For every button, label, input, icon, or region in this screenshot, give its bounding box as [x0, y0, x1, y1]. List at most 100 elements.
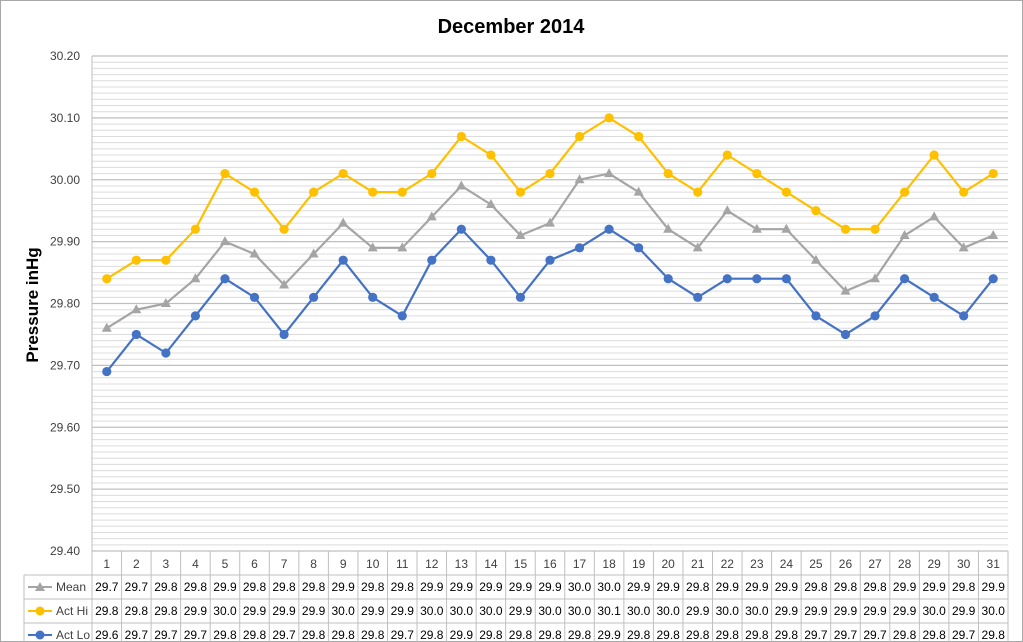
data-point — [160, 298, 171, 307]
data-point — [309, 187, 319, 197]
table-cell: 29.9 — [331, 580, 355, 594]
series-line — [106, 172, 994, 330]
table-cell: 29.8 — [686, 628, 710, 642]
table-cell: 29.9 — [450, 628, 474, 642]
data-point — [988, 229, 999, 239]
table-cell: 29.8 — [479, 628, 503, 642]
data-point — [633, 186, 644, 196]
x-tick-label: 13 — [455, 557, 469, 571]
x-tick-label: 17 — [573, 557, 587, 571]
table-cell: 29.8 — [243, 628, 267, 642]
table-cell: 29.8 — [745, 628, 769, 642]
x-tick-label: 27 — [868, 557, 882, 571]
table-cell: 29.8 — [686, 580, 710, 594]
data-point — [663, 168, 673, 179]
data-point — [515, 187, 526, 197]
x-tick-label: 7 — [281, 557, 288, 571]
data-point — [634, 131, 644, 142]
data-point — [604, 168, 615, 178]
data-point — [870, 311, 880, 321]
data-point — [220, 168, 230, 179]
data-point — [161, 255, 171, 265]
data-point — [397, 187, 407, 197]
y-tick-label: 29.60 — [50, 420, 80, 434]
data-point — [426, 211, 437, 221]
table-cell: 29.9 — [302, 604, 326, 618]
data-point — [811, 206, 821, 216]
data-point — [219, 236, 230, 246]
data-point — [752, 274, 762, 284]
x-tick-label: 23 — [750, 557, 764, 571]
table-cell: 29.8 — [154, 580, 178, 594]
x-tick-label: 16 — [543, 557, 557, 571]
table-cell: 29.8 — [95, 604, 119, 618]
x-tick-label: 28 — [898, 557, 912, 571]
data-point — [693, 187, 703, 197]
x-tick-label: 11 — [396, 557, 409, 571]
table-cell: 29.7 — [125, 628, 149, 642]
data-point — [870, 273, 881, 283]
table-cell: 30.0 — [538, 604, 562, 618]
table-cell: 29.9 — [509, 604, 533, 618]
table-cell: 29.8 — [863, 580, 887, 594]
table-cell: 29.6 — [95, 628, 119, 642]
data-point — [456, 224, 466, 234]
table-cell: 29.9 — [597, 628, 621, 642]
x-tick-label: 20 — [662, 557, 676, 571]
table-cell: 30.0 — [479, 604, 503, 618]
x-tick-label: 21 — [691, 557, 705, 571]
series-mean — [101, 168, 999, 332]
x-tick-label: 15 — [514, 557, 528, 571]
data-point — [545, 255, 555, 265]
data-point — [279, 279, 290, 289]
table-cell: 30.0 — [597, 580, 621, 594]
table-cell: 30.0 — [982, 604, 1006, 618]
data-point — [101, 322, 112, 332]
table-cell: 29.9 — [745, 580, 769, 594]
table-cell: 29.8 — [125, 604, 149, 618]
series-line — [105, 228, 995, 373]
chart-title: December 2014 — [438, 16, 586, 38]
table-cell: 29.8 — [420, 628, 444, 642]
data-point — [840, 224, 851, 234]
data-point — [515, 292, 526, 302]
table-cell: 29.9 — [450, 580, 474, 594]
table-cell: 29.8 — [184, 580, 208, 594]
x-tick-label: 25 — [809, 557, 823, 571]
data-point — [102, 274, 112, 284]
data-point — [959, 311, 969, 321]
table-cell: 29.8 — [538, 628, 562, 642]
x-tick-label: 24 — [780, 557, 794, 571]
table-cell: 29.8 — [716, 628, 740, 642]
table-cell: 29.8 — [922, 628, 946, 642]
table-cell: 29.8 — [568, 628, 592, 642]
table-cell: 29.9 — [509, 580, 533, 594]
gridlines — [91, 55, 1008, 552]
table-cell: 30.1 — [597, 604, 621, 618]
table-cell: 29.8 — [627, 628, 651, 642]
y-tick-label: 29.50 — [50, 482, 80, 496]
data-point — [693, 292, 703, 302]
x-tick-label: 2 — [133, 557, 140, 571]
data-point — [485, 199, 496, 208]
table-cell: 29.7 — [863, 628, 887, 642]
table-cell: 29.8 — [834, 580, 858, 594]
data-point — [545, 217, 555, 227]
table-cell: 29.9 — [479, 580, 503, 594]
table-cell: 29.9 — [863, 604, 887, 618]
data-point — [338, 255, 348, 265]
table-cell: 29.9 — [982, 580, 1006, 594]
data-point — [692, 242, 703, 252]
table-cell: 29.9 — [834, 604, 858, 618]
legend-key-marker — [35, 630, 45, 640]
table-cell: 29.7 — [272, 628, 296, 642]
data-point — [899, 229, 910, 239]
x-tick-label: 29 — [927, 557, 941, 571]
table-cell: 29.9 — [272, 604, 296, 618]
x-tick-label: 22 — [721, 557, 735, 571]
data-point — [190, 311, 201, 321]
table-cell: 30.0 — [627, 604, 651, 618]
table-cell: 30.0 — [420, 604, 444, 618]
table-cell: 30.0 — [716, 604, 740, 618]
table-cell: 29.8 — [331, 628, 355, 642]
